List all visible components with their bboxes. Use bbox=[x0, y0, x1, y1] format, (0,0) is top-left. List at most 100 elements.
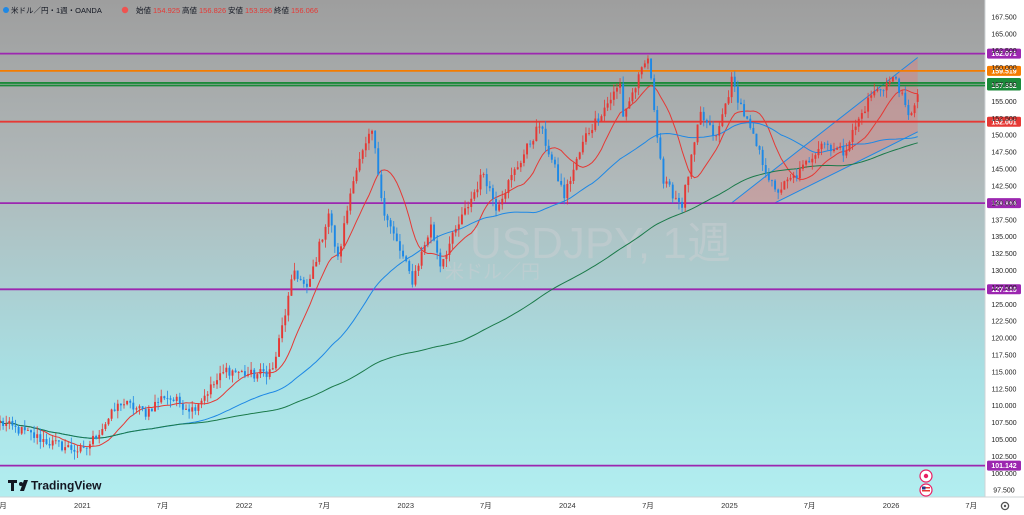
candle-body bbox=[581, 141, 584, 153]
candle-body bbox=[160, 396, 163, 403]
candle-body bbox=[572, 169, 575, 182]
candle-body bbox=[274, 356, 277, 369]
candle-body bbox=[674, 197, 677, 199]
candle-body bbox=[798, 168, 801, 179]
candle-body bbox=[216, 380, 218, 385]
candle-body bbox=[504, 192, 507, 199]
candle-body bbox=[299, 278, 302, 280]
candle-body bbox=[752, 127, 755, 134]
candle-body bbox=[811, 158, 814, 163]
watermark-subtitle: 米ドル／円 bbox=[445, 261, 540, 283]
settings[interactable] bbox=[1000, 501, 1010, 511]
symbol-label[interactable]: 米ドル／円・1週・OANDA bbox=[11, 5, 102, 15]
candle-body bbox=[355, 170, 358, 182]
candle-body bbox=[563, 184, 566, 199]
candle-body bbox=[501, 198, 504, 205]
candle-body bbox=[343, 223, 346, 247]
candle-body bbox=[352, 181, 355, 194]
time-tick-label: 7月 bbox=[804, 501, 816, 510]
candle-body bbox=[913, 105, 916, 114]
candle-body bbox=[237, 372, 240, 373]
price-tick-label: 165.000 bbox=[991, 31, 1016, 38]
candle-body bbox=[315, 261, 318, 267]
candle-body bbox=[408, 261, 411, 272]
level-tag-label: 162.071 bbox=[991, 51, 1016, 58]
candle-body bbox=[764, 165, 767, 174]
candle-body bbox=[191, 407, 194, 412]
candle-body bbox=[42, 439, 45, 442]
candle-body bbox=[271, 368, 274, 370]
candle-body bbox=[507, 180, 510, 193]
horizontal-levels[interactable]: 162.071159.519157.734157.352152.001139.9… bbox=[0, 48, 1021, 471]
candle-body bbox=[888, 81, 891, 84]
candle-body bbox=[795, 175, 798, 179]
candle-body bbox=[157, 401, 160, 403]
candle-body bbox=[327, 213, 330, 227]
candle-body bbox=[181, 403, 184, 410]
candle-body bbox=[14, 425, 17, 427]
price-tick-label: 102.500 bbox=[991, 454, 1016, 461]
candle-body bbox=[755, 133, 758, 147]
candle-body bbox=[389, 220, 392, 227]
high-label: 高値 bbox=[182, 5, 197, 15]
candle-body bbox=[451, 232, 454, 244]
candle-body bbox=[479, 174, 482, 190]
level-tag-label: 152.001 bbox=[991, 119, 1016, 126]
candle-body bbox=[792, 175, 795, 178]
candle-body bbox=[287, 295, 290, 316]
candle-body bbox=[684, 185, 687, 208]
candle-body bbox=[823, 143, 826, 145]
candle-body bbox=[705, 120, 708, 123]
candle-body bbox=[854, 126, 857, 130]
channel-lower-line[interactable] bbox=[774, 131, 918, 204]
candle-body bbox=[557, 164, 560, 182]
price-tick-label: 110.000 bbox=[992, 403, 1017, 410]
candle-body bbox=[222, 372, 225, 374]
candle-body bbox=[243, 371, 246, 376]
candle-body bbox=[36, 434, 39, 438]
event-icons[interactable] bbox=[919, 469, 933, 497]
candle-body bbox=[349, 193, 352, 211]
candle-body bbox=[398, 241, 401, 251]
candle-body bbox=[423, 245, 426, 252]
candle-body bbox=[247, 374, 249, 376]
candle-body bbox=[225, 367, 228, 373]
candle-body bbox=[333, 225, 336, 247]
candle-body bbox=[727, 97, 730, 104]
candle-body bbox=[786, 179, 789, 182]
candle-body bbox=[392, 226, 395, 234]
symbol-status-icon bbox=[3, 7, 9, 13]
price-tick-label: 162.500 bbox=[991, 48, 1016, 55]
candle-body bbox=[212, 384, 215, 386]
candle-body bbox=[656, 110, 659, 138]
candle-body bbox=[774, 180, 777, 190]
level-tag bbox=[987, 116, 1021, 127]
price-tick-label: 142.500 bbox=[991, 183, 1016, 190]
candle-body bbox=[591, 129, 594, 134]
candle-body bbox=[758, 146, 761, 150]
gear-icon[interactable] bbox=[1000, 501, 1010, 511]
candle-body bbox=[150, 408, 153, 412]
candle-body bbox=[234, 370, 237, 373]
candle-body bbox=[116, 403, 119, 411]
tradingview-logo[interactable]: TradingView bbox=[8, 479, 102, 493]
candle-body bbox=[541, 126, 544, 129]
candle-body bbox=[873, 91, 876, 96]
price-tick-label: 130.000 bbox=[991, 268, 1016, 275]
candle-body bbox=[2, 420, 5, 426]
candle-body bbox=[70, 445, 73, 450]
candle-body bbox=[643, 63, 646, 68]
candle-body bbox=[460, 214, 463, 225]
candle-body bbox=[54, 440, 57, 442]
candle-body bbox=[290, 279, 293, 296]
time-tick-label: 2023 bbox=[397, 501, 414, 510]
candle-body bbox=[634, 88, 637, 93]
candle-body bbox=[901, 92, 904, 94]
level-tag-label: 157.352 bbox=[991, 83, 1016, 90]
candle-body bbox=[826, 143, 829, 145]
candle-body bbox=[169, 398, 172, 400]
candle-body bbox=[650, 58, 653, 79]
candle-body bbox=[895, 76, 897, 79]
level-tag bbox=[987, 65, 1021, 76]
